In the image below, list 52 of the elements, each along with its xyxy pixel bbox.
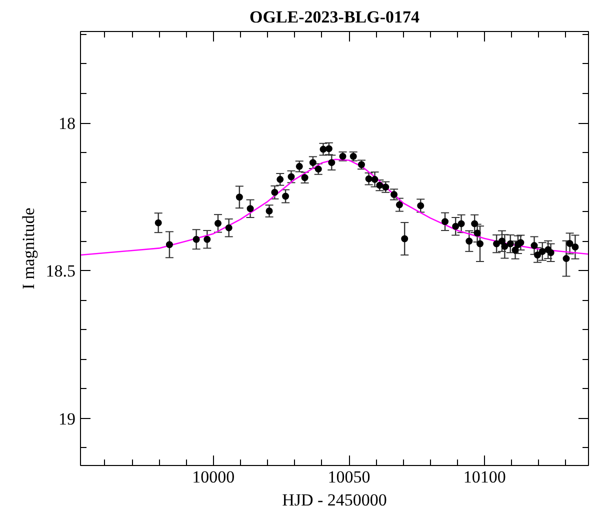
point [325,145,332,152]
point [493,240,500,248]
point [271,188,278,196]
point [534,252,542,258]
point [328,159,336,166]
point [466,238,473,245]
point [562,255,570,262]
x-axis-title: HJD - 2450000 [282,490,387,510]
point [236,194,243,201]
point [288,173,295,180]
point [204,236,211,243]
point [517,239,524,246]
chart-title: OGLE-2023-BLG-0174 [249,8,420,26]
point [314,166,322,173]
point [309,159,316,166]
point [501,242,508,250]
x-tick-label: 10000 [192,468,235,486]
point [452,222,460,230]
point [417,202,424,210]
point [442,218,449,226]
point [547,249,554,256]
y-tick-label: 19 [58,409,76,428]
point [566,240,574,247]
point [192,236,200,243]
point [166,241,173,248]
point [476,240,484,248]
point [474,230,481,237]
point [458,220,465,228]
x-tick-label: 10100 [463,468,506,486]
point [401,235,408,242]
point [266,208,273,214]
point [320,146,327,153]
point [214,220,222,227]
point [471,220,478,228]
y-tick-label: 18.5 [46,262,76,281]
point [246,205,254,212]
point [506,240,514,248]
point [276,176,284,183]
point [512,246,519,254]
point [282,192,290,200]
y-tick-label: 18 [58,114,76,134]
point [572,244,579,251]
point [225,224,232,232]
y-axis-title: I magnitude [18,208,38,290]
point [365,175,372,182]
point [498,238,506,245]
point [538,248,546,255]
point [396,201,403,208]
point [154,219,162,226]
x-tick-label: 10050 [328,468,370,486]
point [371,176,378,183]
point [530,242,538,250]
